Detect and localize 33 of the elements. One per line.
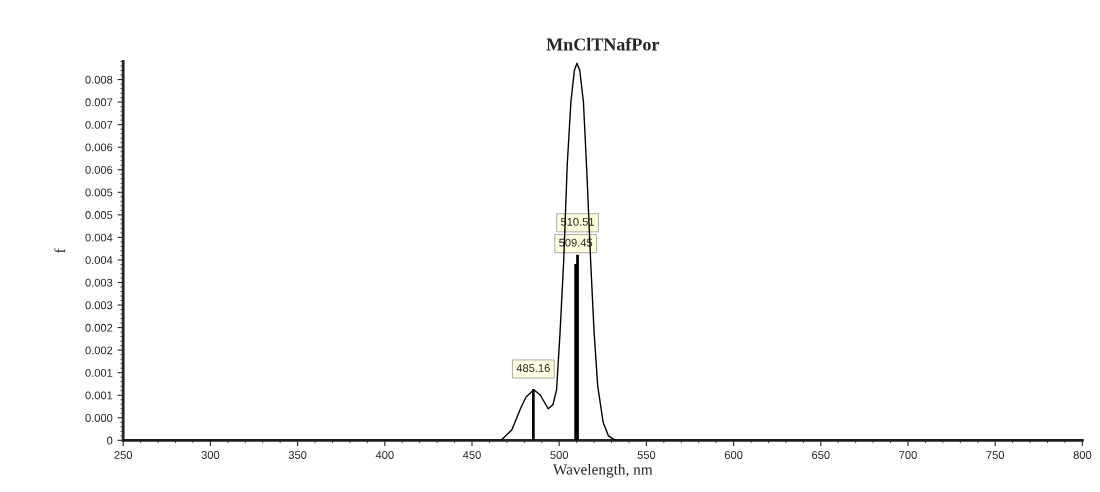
x-tick-label: 500	[550, 451, 569, 459]
x-tick-label: 800	[1073, 451, 1092, 459]
y-tick-label: 0	[107, 436, 113, 445]
y-axis-title: f	[54, 248, 66, 253]
x-tick-label: 250	[114, 451, 133, 459]
x-tick-label: 350	[288, 451, 307, 459]
x-tick-label: 750	[986, 451, 1005, 459]
y-tick-label: 0.004	[85, 256, 113, 265]
y-tick-label: 0.003	[85, 278, 113, 287]
y-tick-label: 0.002	[85, 346, 113, 355]
y-tick-label: 0.005	[85, 211, 113, 219]
y-tick-label: 0.006	[85, 143, 113, 152]
x-tick-label: 450	[462, 451, 481, 459]
x-tick-label: 300	[201, 451, 220, 459]
x-tick-label: 550	[637, 451, 656, 459]
y-tick-label: 0.008	[85, 75, 113, 84]
y-tick-label: 0.000	[85, 414, 113, 422]
y-tick-label: 0.007	[85, 98, 113, 107]
y-tick-label: 0.004	[85, 233, 113, 242]
x-tick-label: 650	[812, 451, 830, 459]
y-tick-label: 0.005	[85, 188, 113, 197]
y-tick-label: 0.002	[85, 323, 113, 332]
y-tick-label: 0.007	[85, 120, 113, 129]
x-tick-label: 400	[375, 451, 394, 459]
y-tick-label: 0.001	[85, 391, 113, 400]
y-tick-label: 0.006	[85, 166, 113, 174]
x-tick-label: 600	[724, 451, 743, 459]
x-tick-label: 700	[899, 451, 917, 459]
x-axis-title: Wavelength, nm	[552, 463, 653, 478]
annotation: 485.16	[516, 364, 550, 372]
y-tick-label: 0.001	[85, 368, 113, 377]
chart-title: MnClTNafPor	[546, 37, 660, 51]
y-tick-label: 0.003	[85, 301, 113, 310]
